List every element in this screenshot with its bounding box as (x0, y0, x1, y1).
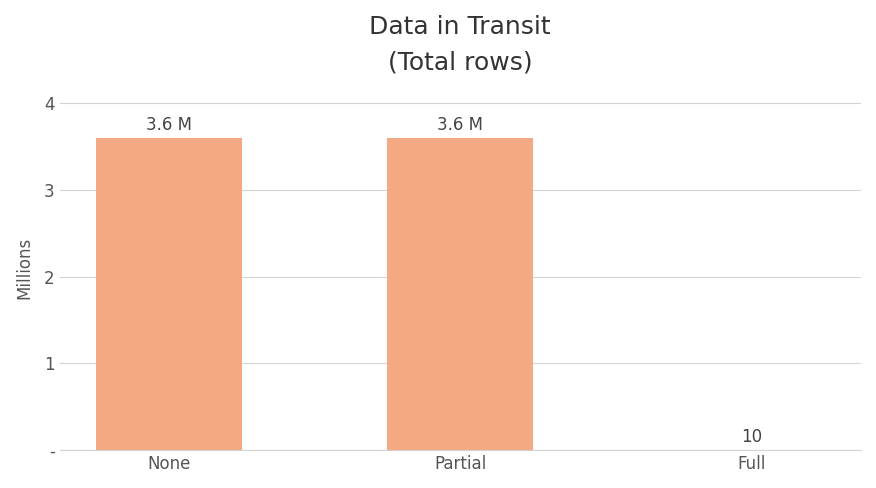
Text: 10: 10 (741, 428, 762, 446)
Y-axis label: Millions: Millions (15, 237, 33, 299)
Title: Data in Transit
(Total rows): Data in Transit (Total rows) (370, 15, 551, 74)
Text: 3.6 M: 3.6 M (437, 116, 484, 134)
Bar (387, 138, 533, 450)
Bar (96, 138, 242, 450)
Text: 3.6 M: 3.6 M (146, 116, 192, 134)
